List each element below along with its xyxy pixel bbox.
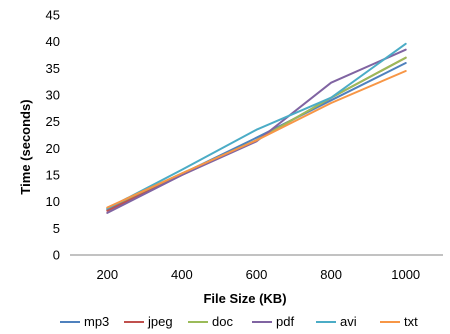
legend-label-txt: txt bbox=[404, 314, 418, 329]
series-line-txt bbox=[106, 70, 407, 209]
y-tick-label: 25 bbox=[46, 114, 60, 129]
y-tick-label: 35 bbox=[46, 61, 60, 76]
y-tick-label: 40 bbox=[46, 34, 60, 49]
legend: mp3 jpeg doc pdf avi txt bbox=[60, 314, 418, 329]
series-lines bbox=[106, 42, 407, 214]
x-tick-label: 200 bbox=[96, 267, 118, 282]
x-axis-title: File Size (KB) bbox=[203, 291, 286, 306]
x-tick-label: 600 bbox=[246, 267, 268, 282]
x-tick-label: 1000 bbox=[391, 267, 420, 282]
series-line-avi bbox=[106, 42, 407, 210]
legend-label-jpeg: jpeg bbox=[147, 314, 173, 329]
y-tick-label: 10 bbox=[46, 194, 60, 209]
x-tick-label: 800 bbox=[320, 267, 342, 282]
x-tick-label: 400 bbox=[171, 267, 193, 282]
y-tick-label: 5 bbox=[53, 221, 60, 236]
legend-label-doc: doc bbox=[212, 314, 233, 329]
series-line-pdf bbox=[106, 48, 407, 214]
y-axis-ticks: 0 5 10 15 20 25 30 35 40 45 bbox=[46, 8, 60, 263]
y-tick-label: 0 bbox=[53, 248, 60, 263]
y-axis-title: Time (seconds) bbox=[18, 99, 33, 194]
legend-label-mp3: mp3 bbox=[84, 314, 109, 329]
y-tick-label: 20 bbox=[46, 141, 60, 156]
legend-label-pdf: pdf bbox=[276, 314, 294, 329]
legend-label-avi: avi bbox=[340, 314, 357, 329]
y-tick-label: 45 bbox=[46, 8, 60, 23]
y-tick-label: 15 bbox=[46, 168, 60, 183]
x-axis-ticks: 200 400 600 800 1000 bbox=[96, 267, 420, 282]
y-tick-label: 30 bbox=[46, 88, 60, 103]
